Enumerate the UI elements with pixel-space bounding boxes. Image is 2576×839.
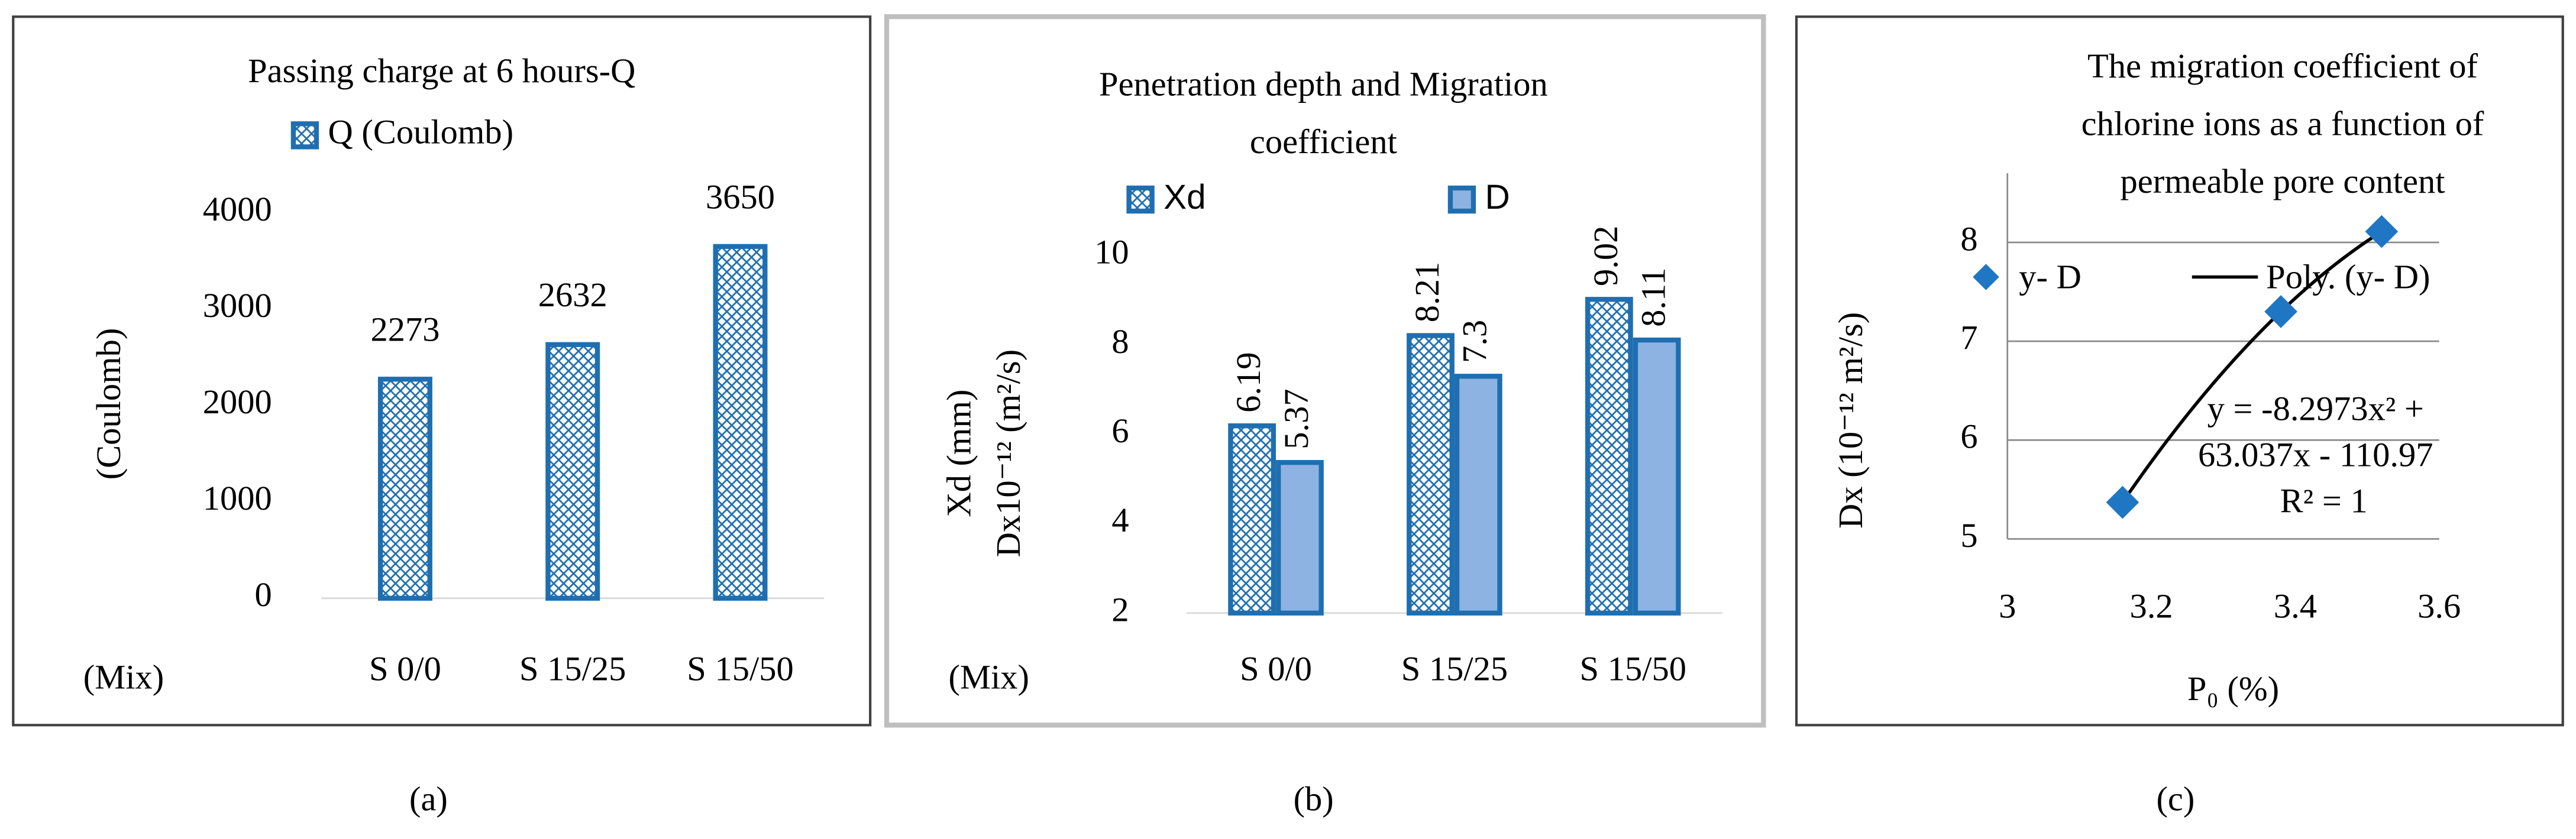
chart-title: The migration coefficient of xyxy=(2087,47,2478,85)
y-tick-label: 0 xyxy=(254,575,272,614)
x-tick-label: 3.4 xyxy=(2274,587,2317,626)
value-label: 2273 xyxy=(370,310,439,349)
x-axis-label: (Mix) xyxy=(83,658,164,697)
y-axis-label: Xd (mm) xyxy=(940,390,978,517)
y-axis-label: (Coulomb) xyxy=(89,328,128,480)
x-tick-label: 3 xyxy=(1999,587,2016,626)
bar xyxy=(1454,374,1502,616)
y-tick-label: 8 xyxy=(1111,322,1129,361)
y-tick-label: 6 xyxy=(1960,417,1977,456)
y-tick-label: 2 xyxy=(1111,590,1129,629)
chart-title: Passing charge at 6 hours-Q xyxy=(248,51,635,90)
point xyxy=(2106,485,2139,519)
legend-label: Xd xyxy=(1163,178,1206,216)
caption: (c) xyxy=(2156,780,2194,818)
value-label: 9.02 xyxy=(1586,226,1625,286)
legend-label: y- D xyxy=(2019,257,2082,296)
legend-marker xyxy=(1973,264,1999,290)
trendline-equation: y = -8.2973x² + xyxy=(2207,389,2424,427)
y-tick-label: 10 xyxy=(1094,233,1129,271)
panel-frame xyxy=(884,14,1766,728)
value-label: 7.3 xyxy=(1456,320,1494,363)
x-tick-label: S 15/25 xyxy=(519,650,626,688)
chart-title: Penetration depth and Migration xyxy=(1099,64,1548,103)
value-label: 3650 xyxy=(706,177,775,216)
y-tick-label: 4000 xyxy=(203,190,272,228)
value-label: 6.19 xyxy=(1229,352,1268,413)
chart-title: chlorine ions as a function of xyxy=(2082,104,2484,142)
x-tick-label: 3.6 xyxy=(2417,587,2461,626)
x-tick-label: S 0/0 xyxy=(369,650,441,688)
bar xyxy=(1633,337,1681,616)
point xyxy=(2264,295,2297,328)
point xyxy=(2365,215,2399,248)
bar xyxy=(1585,297,1633,616)
legend-label: Q (Coulomb) xyxy=(328,112,513,151)
y-tick-label: 7 xyxy=(1960,319,1977,357)
x-tick-label: S 15/25 xyxy=(1401,650,1508,688)
x-tick-label: S 15/50 xyxy=(687,650,793,688)
value-label: 2632 xyxy=(538,276,607,314)
legend-label: D xyxy=(1485,178,1510,216)
y-axis-label: Dx (10⁻¹² m²/s) xyxy=(1831,312,1870,529)
y-axis-label: Dx10⁻¹² (m²/s) xyxy=(989,349,1027,558)
trendline-equation: 63.037x - 110.97 xyxy=(2198,435,2433,474)
bar xyxy=(713,244,768,601)
x-axis-label: (Mix) xyxy=(949,658,1029,697)
legend-swatch xyxy=(1126,185,1155,214)
x-axis-label: P₀ (%) xyxy=(2187,669,2279,708)
panel-frame xyxy=(1795,15,2564,727)
y-tick-label: 1000 xyxy=(203,479,272,517)
bar xyxy=(1228,423,1276,616)
chart-title: permeable pore content xyxy=(2121,162,2445,200)
trendline-r2: R² = 1 xyxy=(2280,481,2368,520)
y-tick-label: 3000 xyxy=(203,286,272,325)
caption: (b) xyxy=(1294,780,1334,818)
bar xyxy=(1407,333,1455,616)
y-tick-label: 6 xyxy=(1111,412,1129,450)
trendline xyxy=(2121,230,2383,504)
bar xyxy=(1276,460,1324,616)
y-tick-label: 4 xyxy=(1111,501,1129,539)
bar xyxy=(377,377,432,601)
value-label: 8.11 xyxy=(1634,268,1673,327)
x-tick-label: S 0/0 xyxy=(1240,650,1312,688)
value-label: 5.37 xyxy=(1277,389,1316,449)
y-tick-label: 8 xyxy=(1960,219,1977,258)
legend-swatch xyxy=(1447,185,1476,214)
legend-swatch xyxy=(290,121,319,150)
legend-label: Poly. (y- D) xyxy=(2266,257,2430,296)
value-label: 8.21 xyxy=(1408,262,1446,322)
x-tick-label: S 15/50 xyxy=(1580,650,1686,688)
bar xyxy=(545,342,600,601)
y-tick-label: 2000 xyxy=(203,383,272,421)
caption: (a) xyxy=(409,780,448,818)
panel-frame xyxy=(12,15,872,727)
x-tick-label: 3.2 xyxy=(2129,587,2173,626)
y-tick-label: 5 xyxy=(1960,516,1977,555)
chart-title: coefficient xyxy=(1250,122,1397,161)
